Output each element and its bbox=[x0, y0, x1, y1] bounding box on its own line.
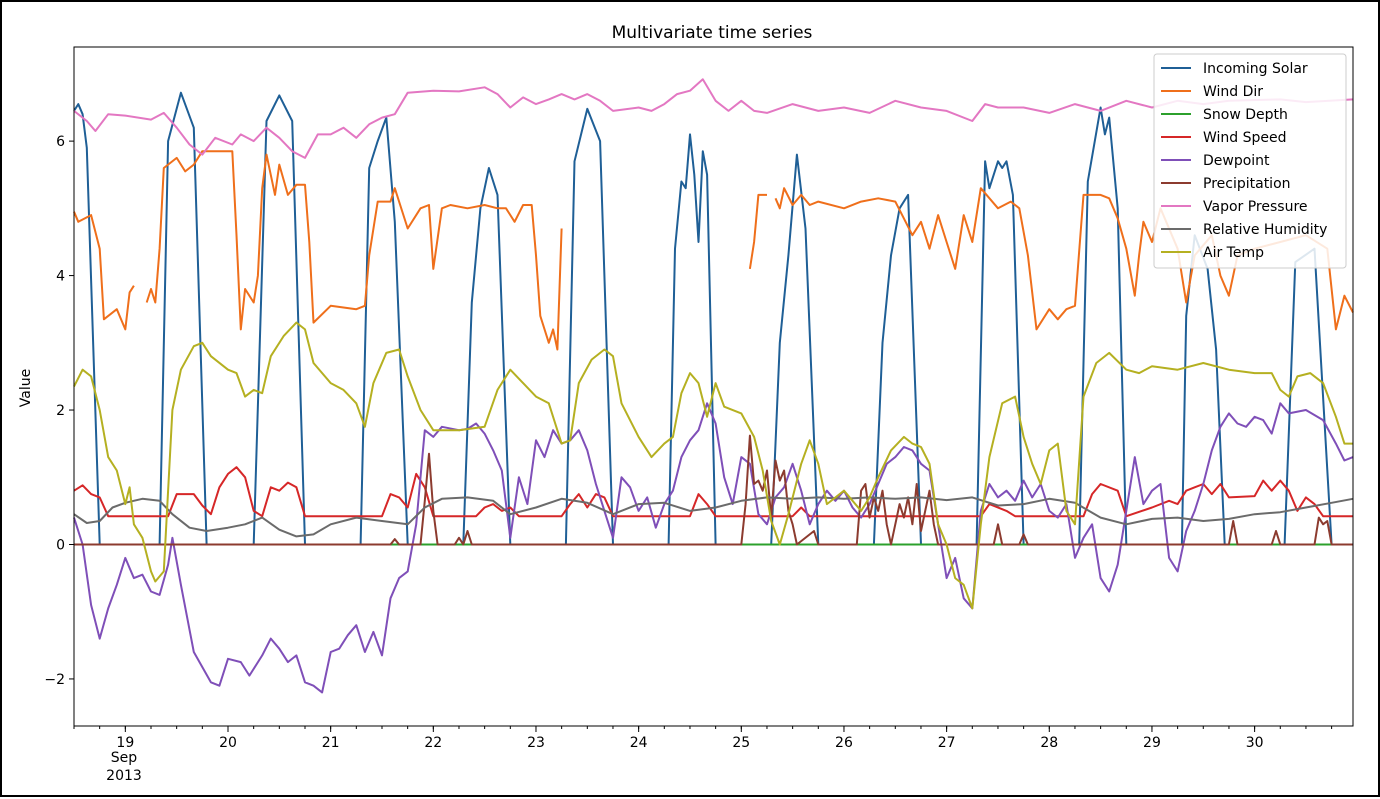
legend-label: Dewpoint bbox=[1203, 153, 1270, 169]
series-line-6 bbox=[73, 78, 1354, 159]
plot-area bbox=[73, 46, 1354, 727]
x-tick-label: 28 bbox=[1040, 735, 1058, 751]
legend-label: Precipitation bbox=[1203, 176, 1291, 192]
y-tick-label: 6 bbox=[56, 134, 65, 150]
series-layer bbox=[73, 78, 1354, 694]
legend-label: Wind Speed bbox=[1203, 130, 1287, 146]
series-line-1 bbox=[73, 150, 1354, 351]
legend-label: Vapor Pressure bbox=[1203, 199, 1308, 215]
x-tick-label: 22 bbox=[424, 735, 442, 751]
y-tick-label: 2 bbox=[56, 403, 65, 419]
x-tick-label: 20 bbox=[219, 735, 237, 751]
y-axis: −2 0 2 4 6 bbox=[44, 134, 74, 688]
legend: Incoming Solar Wind Dir Snow Depth Wind Spe… bbox=[1153, 53, 1347, 269]
series-line-5 bbox=[74, 434, 1353, 546]
legend-label: Snow Depth bbox=[1203, 107, 1288, 123]
x-tick-sublabel-month: Sep bbox=[111, 750, 138, 766]
x-tick-sublabel-year: 2013 bbox=[106, 768, 142, 784]
y-tick-label: 0 bbox=[56, 537, 65, 553]
legend-label: Wind Dir bbox=[1203, 84, 1263, 100]
legend-box bbox=[1153, 53, 1347, 269]
legend-label: Relative Humidity bbox=[1203, 222, 1327, 238]
chart-title: Multivariate time series bbox=[612, 23, 813, 43]
x-tick-label: 27 bbox=[938, 735, 956, 751]
series-line-8 bbox=[73, 321, 1353, 610]
series-line-3 bbox=[73, 466, 1353, 518]
x-tick-label: 30 bbox=[1246, 735, 1264, 751]
y-axis-label: Value bbox=[18, 369, 34, 407]
x-tick-label: 24 bbox=[630, 735, 648, 751]
x-axis: 19 20 21 22 23 24 25 26 27 28 29 30 bbox=[73, 726, 1333, 751]
legend-label: Air Temp bbox=[1203, 245, 1264, 261]
series-line-7 bbox=[73, 496, 1354, 538]
x-tick-label: 29 bbox=[1143, 735, 1161, 751]
series-line-4 bbox=[73, 402, 1354, 694]
x-tick-label: 21 bbox=[322, 735, 340, 751]
series-line-0 bbox=[73, 91, 1353, 546]
y-tick-label: −2 bbox=[44, 672, 65, 688]
x-tick-label: 19 bbox=[116, 735, 134, 751]
y-tick-label: 4 bbox=[56, 269, 65, 285]
legend-label: Incoming Solar bbox=[1203, 61, 1308, 77]
x-tick-label: 26 bbox=[835, 735, 853, 751]
x-tick-label: 25 bbox=[732, 735, 750, 751]
x-tick-label: 23 bbox=[527, 735, 545, 751]
